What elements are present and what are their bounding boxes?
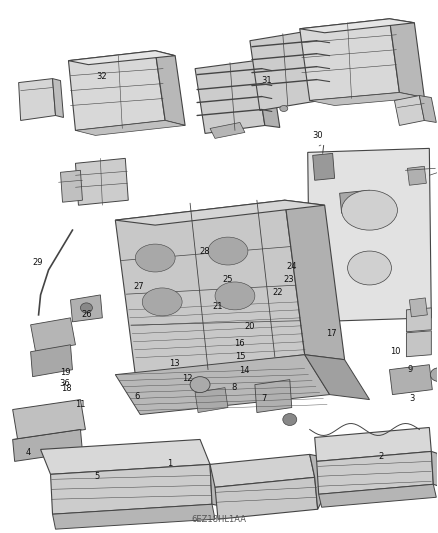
Text: 26: 26 bbox=[81, 310, 92, 319]
Text: 23: 23 bbox=[283, 275, 294, 284]
Text: 16: 16 bbox=[234, 339, 245, 348]
Polygon shape bbox=[13, 430, 82, 462]
Polygon shape bbox=[41, 439, 210, 474]
Text: 27: 27 bbox=[134, 282, 145, 291]
Polygon shape bbox=[313, 154, 335, 180]
Polygon shape bbox=[215, 478, 318, 519]
Polygon shape bbox=[210, 464, 227, 507]
Text: 28: 28 bbox=[200, 247, 210, 256]
Polygon shape bbox=[431, 451, 438, 486]
Polygon shape bbox=[68, 51, 165, 131]
Polygon shape bbox=[68, 51, 175, 64]
Polygon shape bbox=[195, 61, 265, 133]
Polygon shape bbox=[407, 166, 426, 185]
Text: 13: 13 bbox=[169, 359, 179, 368]
Ellipse shape bbox=[280, 106, 288, 111]
Polygon shape bbox=[310, 93, 424, 106]
Text: 19: 19 bbox=[60, 368, 71, 377]
Text: 7: 7 bbox=[261, 394, 266, 403]
Text: 18: 18 bbox=[61, 384, 71, 393]
Text: 17: 17 bbox=[326, 329, 336, 338]
Text: 36: 36 bbox=[60, 379, 70, 388]
Polygon shape bbox=[406, 331, 431, 357]
Polygon shape bbox=[406, 308, 431, 332]
Text: 32: 32 bbox=[97, 72, 107, 82]
Polygon shape bbox=[60, 171, 82, 202]
Polygon shape bbox=[250, 31, 320, 110]
Text: 6: 6 bbox=[134, 392, 140, 401]
Ellipse shape bbox=[342, 190, 397, 230]
Polygon shape bbox=[210, 123, 245, 139]
Ellipse shape bbox=[81, 303, 92, 313]
Ellipse shape bbox=[142, 288, 182, 316]
Polygon shape bbox=[71, 295, 102, 322]
Text: 14: 14 bbox=[239, 366, 250, 375]
Ellipse shape bbox=[215, 282, 255, 310]
Text: 6EZ18HL1AA: 6EZ18HL1AA bbox=[191, 515, 247, 524]
Text: 5: 5 bbox=[94, 472, 99, 481]
Text: 1: 1 bbox=[167, 458, 173, 467]
Polygon shape bbox=[285, 200, 345, 360]
Polygon shape bbox=[255, 61, 280, 127]
Polygon shape bbox=[300, 19, 414, 33]
Ellipse shape bbox=[190, 377, 210, 393]
Polygon shape bbox=[13, 400, 85, 439]
Text: 20: 20 bbox=[244, 322, 255, 331]
Polygon shape bbox=[255, 379, 292, 413]
Polygon shape bbox=[317, 451, 433, 494]
Polygon shape bbox=[31, 345, 72, 377]
Polygon shape bbox=[155, 51, 185, 125]
Text: 8: 8 bbox=[231, 383, 237, 392]
Text: 2: 2 bbox=[378, 452, 383, 461]
Text: 31: 31 bbox=[261, 76, 272, 85]
Polygon shape bbox=[395, 95, 424, 125]
Polygon shape bbox=[19, 78, 56, 120]
Polygon shape bbox=[339, 190, 371, 213]
Text: 10: 10 bbox=[391, 347, 401, 356]
Text: 11: 11 bbox=[75, 400, 86, 409]
Polygon shape bbox=[419, 95, 436, 123]
Polygon shape bbox=[50, 464, 212, 514]
Polygon shape bbox=[305, 355, 370, 400]
Polygon shape bbox=[115, 200, 305, 375]
Polygon shape bbox=[410, 298, 427, 317]
Text: 22: 22 bbox=[272, 287, 283, 296]
Text: 24: 24 bbox=[286, 262, 297, 271]
Ellipse shape bbox=[208, 237, 248, 265]
Text: 29: 29 bbox=[32, 259, 43, 267]
Text: 25: 25 bbox=[223, 275, 233, 284]
Polygon shape bbox=[210, 455, 314, 487]
Polygon shape bbox=[115, 200, 325, 225]
Polygon shape bbox=[308, 148, 431, 322]
Polygon shape bbox=[53, 504, 215, 529]
Text: 9: 9 bbox=[408, 365, 413, 374]
Polygon shape bbox=[314, 427, 431, 462]
Polygon shape bbox=[310, 31, 338, 103]
Polygon shape bbox=[389, 365, 432, 394]
Polygon shape bbox=[389, 19, 424, 98]
Polygon shape bbox=[319, 484, 436, 507]
Ellipse shape bbox=[348, 251, 392, 285]
Text: 21: 21 bbox=[212, 302, 223, 311]
Text: 4: 4 bbox=[25, 448, 31, 457]
Ellipse shape bbox=[430, 368, 438, 382]
Polygon shape bbox=[53, 78, 64, 117]
Text: 15: 15 bbox=[235, 352, 245, 361]
Ellipse shape bbox=[135, 244, 175, 272]
Polygon shape bbox=[195, 387, 228, 413]
Polygon shape bbox=[115, 355, 330, 415]
Polygon shape bbox=[31, 318, 75, 352]
Polygon shape bbox=[75, 120, 185, 135]
Text: 3: 3 bbox=[409, 394, 415, 403]
Text: 30: 30 bbox=[312, 131, 323, 140]
Polygon shape bbox=[300, 19, 399, 101]
Polygon shape bbox=[75, 158, 128, 205]
Text: 12: 12 bbox=[182, 374, 193, 383]
Ellipse shape bbox=[283, 414, 297, 425]
Polygon shape bbox=[310, 455, 328, 509]
